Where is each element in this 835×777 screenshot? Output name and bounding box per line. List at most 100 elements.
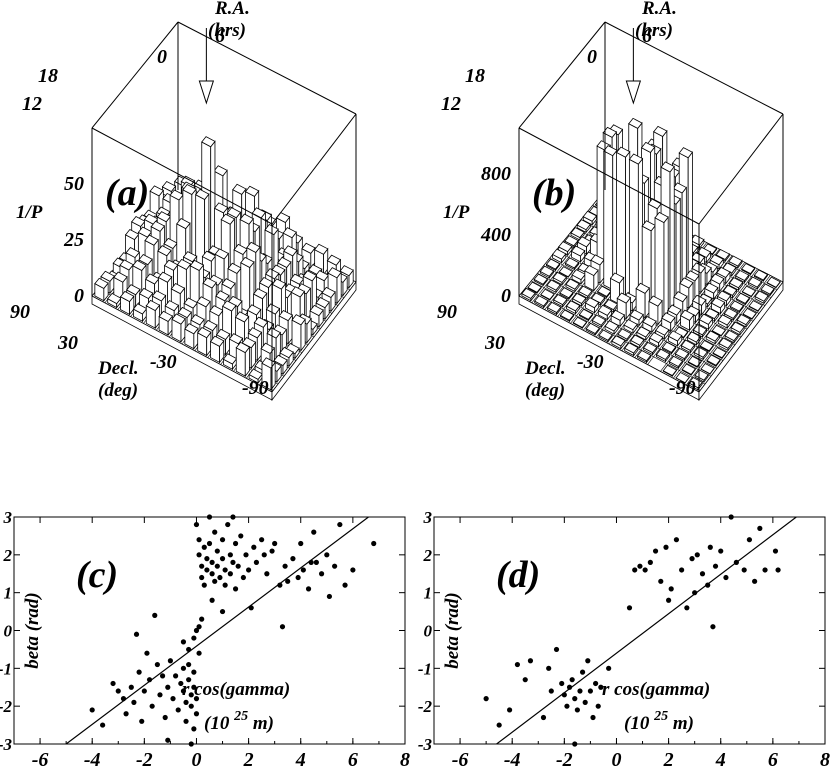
- histogram-bar: [636, 349, 652, 364]
- data-point: [506, 707, 513, 713]
- plot-frame: [433, 516, 826, 745]
- data-point: [371, 540, 377, 547]
- bar-top: [603, 145, 618, 157]
- data-point: [212, 529, 218, 535]
- bar-top: [655, 348, 671, 360]
- histogram-bar: [705, 330, 720, 345]
- data-point: [313, 559, 319, 566]
- histogram-bar: [706, 354, 721, 368]
- data-point: [496, 722, 502, 728]
- data-point: [707, 544, 713, 550]
- z-tick-label: 800: [481, 163, 511, 185]
- data-point: [350, 567, 356, 573]
- bar-top: [259, 276, 274, 289]
- histogram-bar: [747, 276, 763, 291]
- histogram-bar: [636, 326, 651, 342]
- data-point: [123, 711, 129, 717]
- histogram-bar: [723, 307, 739, 322]
- data-point: [342, 582, 348, 588]
- histogram-bar: [603, 145, 618, 291]
- data-point: [684, 605, 690, 611]
- bar-top: [617, 328, 632, 340]
- histogram-bar: [661, 312, 676, 333]
- histogram-bar: [623, 319, 638, 335]
- histogram-bar: [553, 294, 568, 308]
- bar-top: [253, 316, 269, 328]
- bar-top: [582, 210, 598, 222]
- data-point: [647, 559, 653, 566]
- bar-top: [700, 363, 715, 375]
- bar-top: [182, 251, 198, 263]
- bar-top: [624, 342, 639, 354]
- histogram-bar: [558, 241, 573, 257]
- bar-top: [138, 287, 154, 300]
- data-point: [240, 574, 246, 581]
- bar-top: [339, 265, 354, 277]
- histogram-bar: [248, 368, 263, 385]
- base-edge: [271, 280, 357, 402]
- data-point: [183, 699, 189, 705]
- data-point: [227, 552, 233, 558]
- bar-top: [705, 330, 720, 342]
- histogram-bar: [611, 335, 626, 350]
- data-point: [139, 718, 145, 724]
- histogram-bar: [521, 287, 536, 302]
- histogram-bar: [710, 297, 726, 315]
- bar-top: [564, 235, 579, 247]
- histogram-bar: [533, 273, 549, 287]
- data-point: [141, 688, 147, 694]
- histogram-bar: [564, 257, 580, 271]
- data-point: [214, 548, 220, 554]
- bar-top: [636, 326, 651, 338]
- data-point: [574, 707, 580, 713]
- data-point: [180, 639, 187, 645]
- data-point: [298, 540, 304, 547]
- data-point: [587, 688, 594, 694]
- bar-top: [314, 243, 329, 255]
- decl-tick-label: 90: [10, 301, 30, 323]
- data-point: [259, 537, 265, 543]
- histogram-bar: [235, 341, 251, 378]
- histogram-bar: [735, 292, 751, 306]
- bar-top: [649, 332, 664, 344]
- box-edge: [91, 127, 273, 225]
- ground-grid-line: [685, 275, 771, 386]
- bar-top: [240, 256, 255, 269]
- panel-label: (d): [496, 554, 540, 596]
- bar-top: [126, 284, 141, 296]
- histogram-bar: [222, 353, 238, 371]
- histogram-bar: [171, 313, 186, 343]
- histogram-bar: [564, 235, 579, 249]
- x-axis-unit-end: m): [668, 713, 694, 734]
- y-tick-label: -1: [0, 659, 12, 678]
- peak-arrow: [198, 28, 215, 105]
- histogram-bar: [712, 346, 727, 360]
- bar-top: [209, 335, 225, 347]
- data-point: [100, 722, 106, 728]
- histogram-bar: [674, 347, 690, 362]
- y-tick-label: -2: [0, 697, 12, 716]
- bar-top: [662, 364, 678, 377]
- decl-tick-label: 90: [437, 301, 457, 323]
- histogram-bar: [694, 369, 709, 384]
- x-tick-label: -2: [136, 749, 153, 771]
- data-point: [705, 582, 711, 588]
- bar-top: [716, 266, 731, 278]
- bar-top: [157, 245, 172, 257]
- bar-top: [712, 346, 727, 359]
- histogram-bar: [680, 339, 696, 354]
- data-point: [232, 540, 239, 547]
- z-axis-label: 1/P: [16, 202, 43, 223]
- data-point: [272, 540, 278, 547]
- bar-top: [679, 309, 695, 321]
- histogram-bar: [145, 299, 161, 330]
- bar-top: [672, 182, 687, 194]
- data-point: [251, 544, 257, 550]
- bar-top: [693, 346, 708, 358]
- bar-top: [578, 285, 593, 297]
- z-tick-label: 0: [74, 285, 84, 307]
- data-point: [772, 548, 779, 554]
- bar-top: [176, 258, 192, 271]
- bar-top: [629, 309, 644, 321]
- bar-top: [584, 297, 600, 309]
